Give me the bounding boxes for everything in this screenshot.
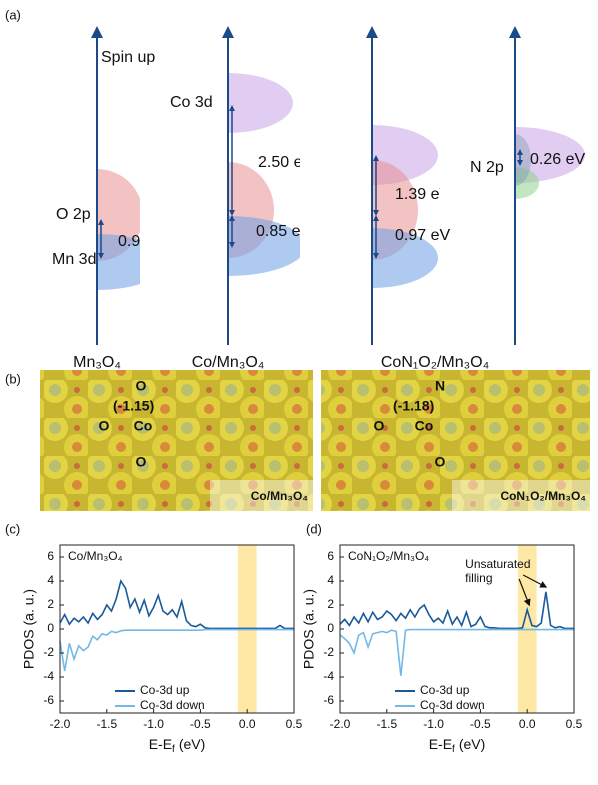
annotation: Unsaturated <box>465 557 530 571</box>
level-label: O 2p <box>56 206 91 223</box>
x-tick-label: -1.0 <box>423 717 444 731</box>
legend-label: Co-3d down <box>140 698 205 712</box>
energy-diagram: N 2p 0.26 eV <box>440 26 585 345</box>
mask <box>440 120 515 205</box>
atom-label: O <box>435 454 446 470</box>
energy-diagram: Co 3d 2.50 eV 0.85 eV Co/Mn₃O₄ <box>140 26 313 371</box>
y-tick-label: -6 <box>43 693 54 707</box>
x-label-sub: f <box>452 744 455 755</box>
series-line <box>339 591 574 630</box>
y-tick-label: -4 <box>43 669 54 683</box>
series-line <box>59 628 294 672</box>
level-label: Mn 3d <box>52 251 96 268</box>
chart-title: CoN₁O₂/Mn₃O₄ <box>348 549 429 563</box>
x-label-main: E-E <box>149 736 172 752</box>
annotation: filling <box>465 571 492 585</box>
x-tick-label: 0.0 <box>519 717 536 731</box>
atom-lattice <box>321 370 590 511</box>
chart-title: Co/Mn₃O₄ <box>68 549 123 563</box>
x-tick-label: -2.0 <box>50 717 71 731</box>
energy-diagram: 1.39 eV 0.97 eV CoN₁O₂/Mn₃O₄ <box>300 26 489 371</box>
x-axis-label: E-Ef (eV) <box>149 736 206 755</box>
y-tick-label: 6 <box>327 549 334 563</box>
x-tick-label: -1.5 <box>96 717 117 731</box>
x-axis-label: E-Ef (eV) <box>429 736 486 755</box>
x-tick-label: 0.5 <box>566 717 583 731</box>
legend-label: Co-3d down <box>420 698 485 712</box>
y-tick-label: 0 <box>47 621 54 635</box>
system-label: CoN₁O₂/Mn₃O₄ <box>381 354 489 371</box>
x-tick-label: -1.5 <box>376 717 397 731</box>
x-tick-label: -2.0 <box>330 717 351 731</box>
gap-label: 1.39 eV <box>395 186 450 203</box>
x-tick-label: -0.5 <box>470 717 491 731</box>
image-label: Co/Mn₃O₄ <box>251 489 309 503</box>
gap-label: 2.50 eV <box>258 154 313 171</box>
y-axis-label: PDOS (a. u.) <box>301 589 317 669</box>
gap-label: 0.97 eV <box>395 227 450 244</box>
x-tick-label: -0.5 <box>190 717 211 731</box>
gap-label: 0.26 eV <box>530 151 585 168</box>
mask <box>20 160 97 300</box>
charge-label: (-1.18) <box>393 398 434 414</box>
atom-label: O <box>374 418 385 434</box>
label-backdrop <box>452 480 590 511</box>
y-tick-label: -4 <box>323 669 334 683</box>
panel-label: (b) <box>5 371 21 386</box>
annotation-arrow <box>522 574 548 588</box>
x-tick-label: 0.5 <box>286 717 303 731</box>
y-tick-label: 2 <box>327 597 334 611</box>
atom-label: Co <box>134 418 153 434</box>
x-tick-label: -1.0 <box>143 717 164 731</box>
panel-label: (a) <box>5 7 21 22</box>
structure-image: (-1.15) O O Co O Co/Mn₃O₄ <box>40 370 313 511</box>
atom-label: N <box>435 378 445 394</box>
x-label-sub: f <box>172 744 175 755</box>
series-line <box>339 628 574 676</box>
x-label-unit: (eV) <box>179 736 205 752</box>
label-backdrop <box>210 480 313 511</box>
y-tick-label: 0 <box>327 621 334 635</box>
y-tick-label: -2 <box>43 645 54 659</box>
system-label: Mn₃O₄ <box>73 354 121 371</box>
charge-label: (-1.15) <box>113 398 154 414</box>
mask <box>300 120 372 290</box>
legend-label: Co-3d up <box>420 683 470 697</box>
x-label-unit: (eV) <box>459 736 485 752</box>
panel-label: (d) <box>306 521 322 536</box>
legend-label: Co-3d up <box>140 683 190 697</box>
y-tick-label: 4 <box>47 573 54 587</box>
level-label: N 2p <box>470 159 504 176</box>
x-label-main: E-E <box>429 736 452 752</box>
atom-lattice <box>40 370 313 511</box>
structure-image: (-1.18) N O Co O CoN₁O₂/Mn₃O₄ <box>321 370 590 511</box>
atom-label: O <box>136 454 147 470</box>
spin-label: Spin up <box>101 49 155 66</box>
y-tick-label: 2 <box>47 597 54 611</box>
atom-label: Co <box>415 418 434 434</box>
y-axis-label: PDOS (a. u.) <box>21 589 37 669</box>
y-tick-label: 6 <box>47 549 54 563</box>
atom-label: O <box>99 418 110 434</box>
level-label: Co 3d <box>170 94 213 111</box>
y-tick-label: 4 <box>327 573 334 587</box>
image-label: CoN₁O₂/Mn₃O₄ <box>500 489 586 503</box>
system-label: Co/Mn₃O₄ <box>192 354 265 371</box>
x-tick-label: 0.0 <box>239 717 256 731</box>
y-tick-label: -6 <box>323 693 334 707</box>
atom-label: O <box>136 378 147 394</box>
annotation-arrow <box>518 578 531 607</box>
gap-label: 0.85 eV <box>256 223 311 240</box>
panel-label: (c) <box>5 521 20 536</box>
series-line <box>59 579 294 630</box>
mask <box>140 65 228 290</box>
y-tick-label: -2 <box>323 645 334 659</box>
